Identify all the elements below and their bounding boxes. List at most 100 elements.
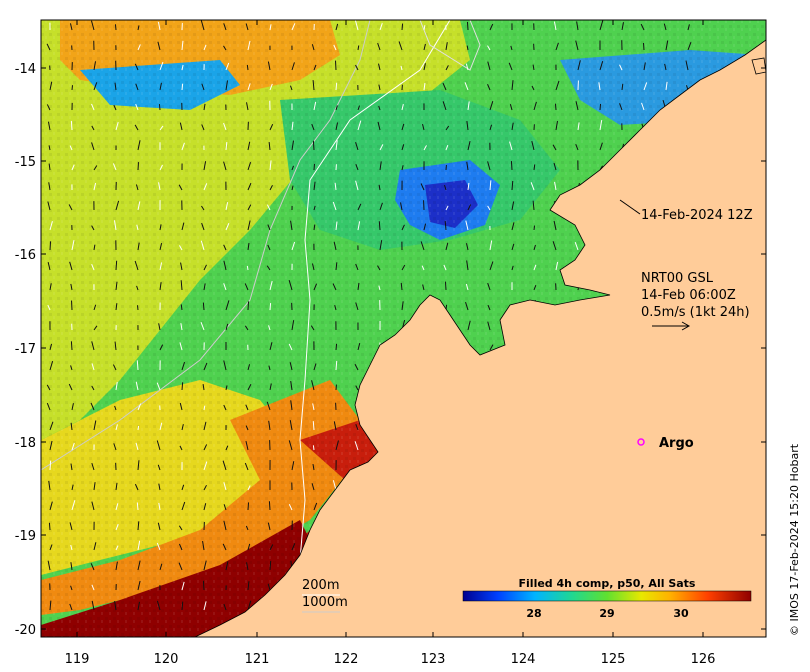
current-vector — [268, 141, 271, 151]
current-vector — [246, 562, 249, 571]
current-vector — [267, 244, 271, 251]
current-vector — [311, 380, 315, 391]
current-vector — [621, 22, 624, 31]
current-vector — [533, 225, 536, 231]
current-vector — [464, 82, 469, 91]
current-vector — [90, 20, 95, 31]
current-vector — [642, 42, 645, 51]
current-vector — [355, 164, 359, 171]
current-vector — [247, 502, 250, 511]
current-vector — [93, 542, 97, 551]
current-vector — [335, 221, 338, 231]
current-vector — [445, 242, 449, 251]
current-vector — [158, 182, 161, 191]
current-vector — [137, 560, 141, 571]
current-vectors — [46, 20, 692, 611]
current-vector — [379, 161, 382, 171]
current-vector — [225, 385, 228, 391]
current-vector — [511, 201, 515, 211]
current-vector — [266, 204, 271, 211]
current-vector — [313, 363, 317, 371]
current-vector — [445, 145, 449, 151]
current-vector — [335, 262, 338, 271]
current-vector — [511, 243, 515, 251]
y-tick-label: -17 — [15, 342, 36, 357]
current-vector — [247, 543, 251, 551]
current-vector — [509, 141, 513, 151]
current-vector — [178, 184, 183, 191]
current-vector — [269, 302, 272, 311]
current-vector — [335, 140, 338, 151]
current-vector — [71, 240, 75, 251]
current-vector — [378, 84, 381, 91]
current-vector — [511, 222, 515, 231]
current-vector — [69, 23, 73, 31]
current-vector — [159, 262, 163, 271]
current-vector — [665, 81, 668, 91]
current-vector — [444, 184, 447, 191]
current-vector — [114, 82, 117, 91]
current-vector — [445, 205, 449, 211]
current-vector — [335, 82, 338, 91]
current-vector — [49, 544, 53, 551]
current-vector — [269, 83, 273, 91]
current-vector — [137, 140, 141, 151]
contour-1000m-label: 1000m — [302, 595, 348, 610]
current-vector — [49, 421, 54, 431]
current-vector — [466, 260, 469, 271]
current-vector — [49, 283, 52, 291]
current-vector — [313, 283, 318, 291]
current-vector — [487, 61, 491, 71]
current-vector — [137, 521, 140, 531]
current-vector — [203, 103, 206, 111]
current-vector — [291, 140, 295, 151]
y-tick-label: -19 — [15, 529, 36, 544]
current-vector — [291, 121, 294, 131]
current-vector — [115, 303, 118, 311]
current-vector — [401, 123, 405, 131]
current-vector — [115, 561, 118, 571]
current-vector — [47, 261, 51, 271]
current-vector — [532, 200, 535, 211]
colorbar-gradient — [462, 590, 752, 602]
current-vector — [93, 482, 96, 491]
current-vector — [510, 161, 513, 171]
current-vector — [113, 443, 117, 451]
current-vector — [115, 482, 118, 491]
current-vector — [423, 25, 426, 31]
current-vector — [137, 460, 140, 471]
current-vector — [49, 460, 52, 471]
current-vector — [180, 280, 183, 291]
current-vector — [181, 64, 184, 71]
current-vector — [401, 103, 404, 111]
current-vector — [203, 461, 208, 471]
current-vector — [269, 342, 273, 351]
current-vector — [159, 563, 163, 571]
current-vector — [576, 21, 579, 31]
current-vector — [423, 145, 427, 151]
current-vector — [200, 322, 205, 331]
current-vector — [533, 285, 537, 291]
current-vector — [69, 603, 73, 611]
current-vector — [112, 364, 117, 371]
current-vector — [223, 504, 227, 511]
current-vector — [268, 325, 271, 331]
current-vector — [267, 224, 271, 231]
current-vector — [619, 64, 623, 71]
current-vector — [269, 160, 272, 171]
current-vector — [334, 304, 337, 311]
current-vector — [156, 440, 161, 451]
current-vector — [552, 241, 557, 251]
plot-frame — [40, 19, 767, 638]
current-vector — [225, 80, 229, 91]
current-vector — [137, 25, 140, 31]
current-vector — [91, 264, 95, 271]
current-vector — [244, 283, 249, 291]
current-vector — [91, 385, 95, 391]
current-vector — [113, 220, 117, 231]
current-vector — [467, 101, 470, 111]
contour-loop — [419, 20, 481, 71]
current-vector — [113, 104, 117, 111]
current-vector — [159, 344, 164, 351]
current-vector — [508, 62, 513, 71]
